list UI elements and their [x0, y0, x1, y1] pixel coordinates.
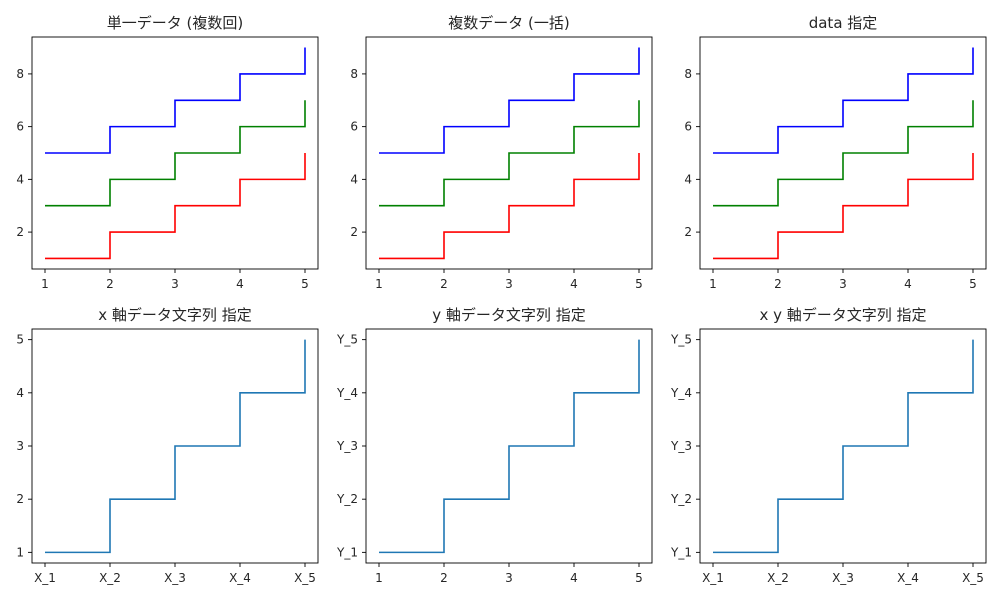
- x-tick-label: X_2: [99, 571, 121, 585]
- x-tick-label: X_1: [34, 571, 56, 585]
- x-tick-label: 3: [839, 277, 847, 291]
- x-tick-label: 2: [440, 571, 448, 585]
- y-tick-label: Y_1: [670, 545, 692, 559]
- x-tick-label: 5: [635, 277, 643, 291]
- x-tick-label: 1: [375, 277, 383, 291]
- chart-title: x 軸データ文字列 指定: [98, 306, 251, 324]
- y-tick-label: 4: [16, 386, 24, 400]
- x-tick-label: 2: [440, 277, 448, 291]
- y-tick-label: 8: [350, 67, 358, 81]
- series-line-1: [45, 153, 306, 260]
- series-line-1: [379, 153, 640, 260]
- y-tick-label: Y_3: [670, 439, 692, 453]
- chart-title: data 指定: [809, 14, 878, 32]
- chart-panel-1: 単一データ (複数回) 1 2 3 4 5 2 4 6 8: [16, 14, 319, 291]
- y-tick-label: 6: [684, 120, 692, 134]
- series-line-1: [713, 339, 974, 554]
- chart-panel-6: x y 軸データ文字列 指定 X_1 X_2 X_3 X_4 X_5 Y_1 Y_2 Y_3 Y_…: [670, 306, 987, 585]
- y-tick-label: 2: [16, 225, 24, 239]
- x-tick-label: 5: [635, 571, 643, 585]
- y-tick-label: Y_4: [670, 386, 692, 400]
- y-tick-label: 3: [16, 439, 24, 453]
- x-tick-label: 3: [171, 277, 179, 291]
- y-tick-label: 5: [16, 333, 24, 347]
- y-tick-label: 4: [350, 172, 358, 186]
- x-tick-label: X_4: [897, 571, 919, 585]
- y-tick-label: Y_2: [670, 492, 692, 506]
- x-tick-label: 1: [709, 277, 717, 291]
- y-tick-label: 4: [16, 172, 24, 186]
- series-line-2: [45, 100, 306, 207]
- x-tick-label: 4: [570, 277, 578, 291]
- series-line-2: [379, 100, 640, 207]
- chart-panel-2: 複数データ (一括) 1 2 3 4 5 2 4 6 8: [350, 14, 653, 291]
- series-line-1: [713, 153, 974, 260]
- x-tick-label: X_2: [767, 571, 789, 585]
- chart-panel-5: y 軸データ文字列 指定 1 2 3 4 5 Y_1 Y_2 Y_3 Y_4 Y_5: [336, 306, 653, 585]
- y-tick-label: 8: [16, 67, 24, 81]
- y-tick-label: 2: [684, 225, 692, 239]
- series-line-3: [379, 47, 640, 154]
- series-line-3: [713, 47, 974, 154]
- chart-title: 単一データ (複数回): [107, 14, 243, 32]
- chart-panel-4: x 軸データ文字列 指定 X_1 X_2 X_3 X_4 X_5 1 2 3 4 5: [16, 306, 319, 585]
- y-tick-label: Y_1: [336, 545, 358, 559]
- y-tick-label: Y_4: [336, 386, 358, 400]
- y-tick-label: 6: [350, 120, 358, 134]
- x-tick-label: 4: [904, 277, 912, 291]
- x-tick-label: X_3: [164, 571, 186, 585]
- x-tick-label: 3: [505, 277, 513, 291]
- series-line-1: [45, 339, 306, 554]
- chart-title: y 軸データ文字列 指定: [432, 306, 585, 324]
- chart-title: 複数データ (一括): [448, 14, 569, 32]
- y-tick-label: Y_5: [336, 333, 358, 347]
- y-tick-label: Y_5: [670, 333, 692, 347]
- x-tick-label: 4: [570, 571, 578, 585]
- series-line-3: [45, 47, 306, 154]
- y-tick-label: 4: [684, 172, 692, 186]
- y-tick-label: Y_2: [336, 492, 358, 506]
- x-tick-label: 2: [106, 277, 114, 291]
- y-tick-label: Y_3: [336, 439, 358, 453]
- chart-panel-3: data 指定 1 2 3 4 5 2 4 6 8: [684, 14, 987, 291]
- x-tick-label: X_1: [702, 571, 724, 585]
- x-tick-label: X_5: [962, 571, 984, 585]
- y-tick-label: 6: [16, 120, 24, 134]
- x-tick-label: 5: [969, 277, 977, 291]
- chart-title: x y 軸データ文字列 指定: [759, 306, 926, 324]
- y-tick-label: 2: [16, 492, 24, 506]
- series-line-1: [379, 339, 640, 554]
- x-tick-label: X_3: [832, 571, 854, 585]
- x-tick-label: X_4: [229, 571, 251, 585]
- y-tick-label: 2: [350, 225, 358, 239]
- x-tick-label: 1: [41, 277, 49, 291]
- x-tick-label: 2: [774, 277, 782, 291]
- x-tick-label: X_5: [294, 571, 316, 585]
- x-tick-label: 5: [301, 277, 309, 291]
- x-tick-label: 1: [375, 571, 383, 585]
- series-line-2: [713, 100, 974, 207]
- x-tick-label: 4: [236, 277, 244, 291]
- x-tick-label: 3: [505, 571, 513, 585]
- y-tick-label: 8: [684, 67, 692, 81]
- y-tick-label: 1: [16, 545, 24, 559]
